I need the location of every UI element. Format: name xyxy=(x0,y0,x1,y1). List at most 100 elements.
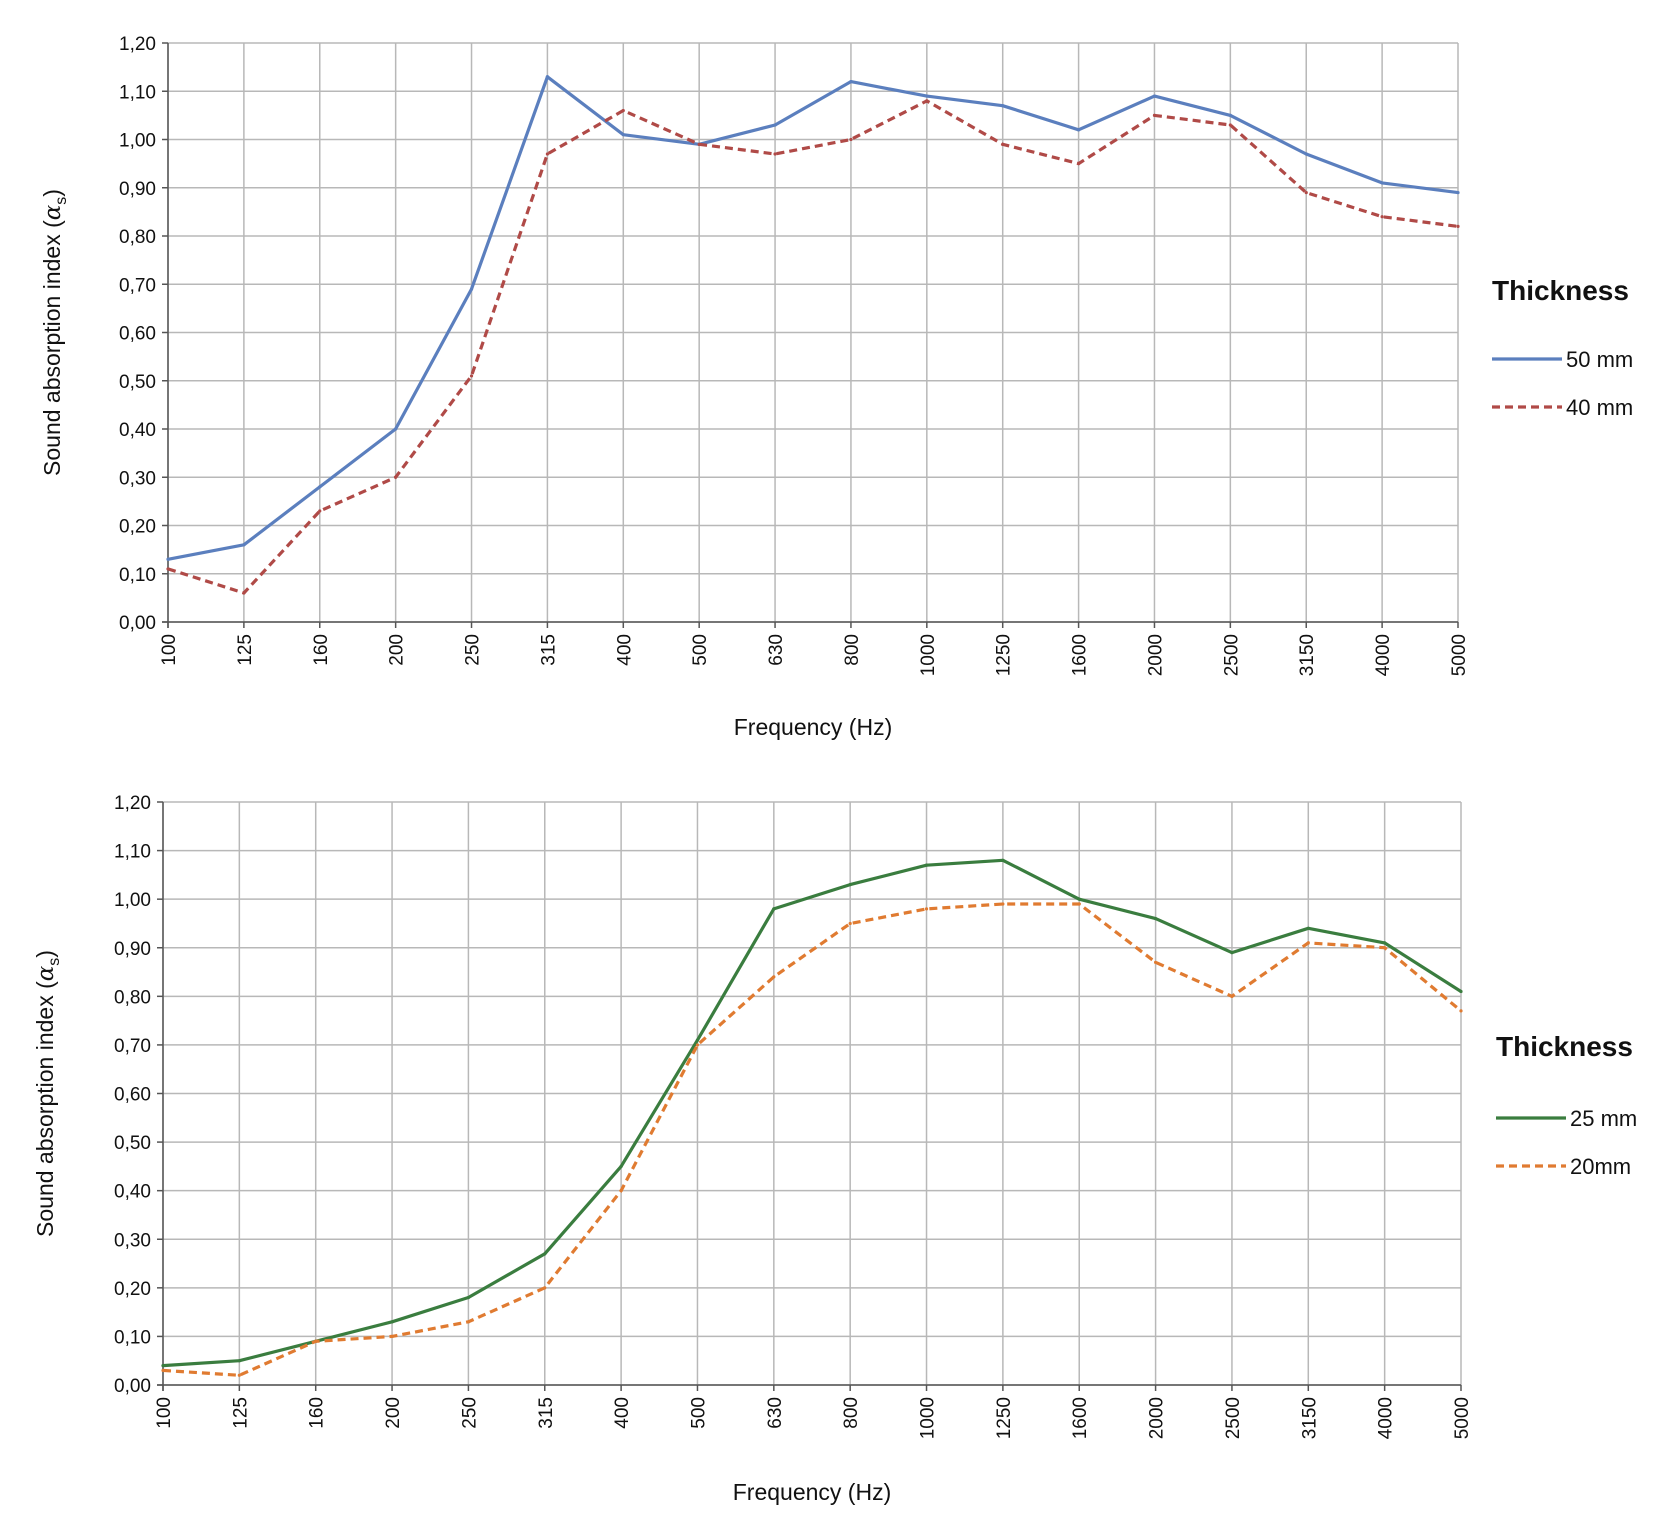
y-tick-label: 0,50 xyxy=(114,1133,151,1154)
series-line-2 xyxy=(167,99,1459,595)
data-point xyxy=(1001,104,1005,108)
data-point xyxy=(1228,113,1232,117)
x-tick-label: 800 xyxy=(842,634,863,666)
x-tick-label: 5000 xyxy=(1449,634,1470,676)
data-point xyxy=(695,1038,700,1042)
data-point xyxy=(1456,190,1460,195)
y-axis-title-alpha: α xyxy=(40,204,66,220)
data-point xyxy=(773,152,777,156)
y-tick-label: 1,20 xyxy=(114,793,151,814)
data-point xyxy=(1306,941,1310,945)
x-tick-label: 2500 xyxy=(1221,634,1242,676)
x-tick-label: 4000 xyxy=(1373,634,1394,676)
data-point xyxy=(469,374,474,378)
data-point xyxy=(619,1164,623,1168)
x-tick-label: 250 xyxy=(463,634,484,666)
x-tick-label: 2500 xyxy=(1223,1397,1244,1439)
data-point xyxy=(924,863,929,867)
y-tick-label: 0,90 xyxy=(114,939,151,960)
y-tick-label: 1,20 xyxy=(119,34,156,55)
data-point xyxy=(849,137,853,142)
data-point xyxy=(1152,113,1157,117)
legend-title: Thickness xyxy=(1496,1031,1633,1062)
y-tick-label: 0,10 xyxy=(114,1327,151,1348)
x-axis-title: Frequency (Hz) xyxy=(734,714,892,740)
data-point xyxy=(466,1320,471,1324)
y-tick-label: 0,90 xyxy=(119,179,156,200)
data-point xyxy=(1380,181,1384,185)
chart-top: 0,00 0,10 0,20 0,30 0,40 0,50 0,60 0,70 0,80 0,90… xyxy=(39,34,1633,740)
data-point xyxy=(1076,162,1081,166)
legend-label: 50 mm xyxy=(1566,347,1633,372)
x-tick-label: 4000 xyxy=(1376,1397,1397,1439)
data-point xyxy=(925,99,929,103)
series-line-1 xyxy=(167,75,1459,561)
x-tick-label: 3150 xyxy=(1299,1397,1320,1439)
data-point xyxy=(1001,142,1005,146)
data-point xyxy=(161,1368,165,1373)
y-axis-title-close: ) xyxy=(32,950,58,958)
y-tick-label: 0,20 xyxy=(114,1279,151,1300)
plot-grid xyxy=(162,801,1462,1386)
x-tick-label: 125 xyxy=(230,1397,251,1429)
y-tick-label: 0,40 xyxy=(119,420,156,441)
y-tick-label: 1,00 xyxy=(114,890,151,911)
data-point xyxy=(1459,989,1463,994)
data-point xyxy=(1076,128,1081,132)
y-axis-title: Sound absorption index (αs) xyxy=(39,189,70,476)
x-tick-label: 1000 xyxy=(918,634,939,676)
data-point xyxy=(773,123,777,127)
x-tick-label: 160 xyxy=(311,634,332,666)
data-point xyxy=(925,94,929,98)
data-point xyxy=(1001,902,1005,906)
data-point xyxy=(469,287,474,291)
data-point xyxy=(1153,960,1158,964)
legend-label: 20mm xyxy=(1570,1154,1631,1179)
y-tick-label: 0,60 xyxy=(119,324,156,345)
x-tick-label: 160 xyxy=(307,1397,328,1429)
y-tick-label: 0,80 xyxy=(119,227,156,248)
y-tick-label: 0,40 xyxy=(114,1182,151,1203)
data-point xyxy=(543,1286,547,1290)
data-point xyxy=(1228,123,1232,127)
x-tick-label: 250 xyxy=(459,1397,480,1429)
data-point xyxy=(1077,897,1081,901)
x-tick-label: 200 xyxy=(387,634,408,666)
data-point xyxy=(1304,152,1308,156)
series-line-2 xyxy=(162,902,1463,1377)
data-point xyxy=(697,142,701,146)
y-tick-label: 0,00 xyxy=(119,613,156,634)
legend-title: Thickness xyxy=(1492,275,1629,306)
x-tick-label: 200 xyxy=(383,1397,404,1429)
plot-grid xyxy=(167,42,1459,623)
x-tick-label: 100 xyxy=(154,1397,175,1429)
y-tick-label: 1,10 xyxy=(119,82,156,103)
y-axis-title: Sound absorption index (αs) xyxy=(32,950,63,1237)
data-point xyxy=(543,1252,547,1256)
x-tick-label: 630 xyxy=(765,1397,786,1429)
data-point xyxy=(318,485,322,489)
data-point xyxy=(314,1339,318,1343)
x-tick-label: 1600 xyxy=(1070,1397,1091,1439)
data-point xyxy=(390,1320,394,1324)
y-tick-label: 0,00 xyxy=(114,1376,151,1397)
data-point xyxy=(1306,926,1310,930)
data-point xyxy=(621,108,625,113)
y-tick-label: 0,70 xyxy=(119,275,156,296)
data-point xyxy=(390,1334,394,1339)
data-point xyxy=(237,1373,241,1377)
x-tick-label: 5000 xyxy=(1452,1397,1473,1439)
data-point xyxy=(166,567,170,571)
data-point xyxy=(394,475,398,479)
x-tick-label: 630 xyxy=(766,634,787,666)
data-point xyxy=(772,975,776,979)
x-tick-label: 400 xyxy=(612,1397,633,1429)
y-tick-label: 0,80 xyxy=(114,987,151,1008)
data-point xyxy=(1230,951,1234,955)
data-point xyxy=(1230,994,1234,998)
data-point xyxy=(848,882,852,887)
legend-label: 25 mm xyxy=(1570,1106,1637,1131)
y-axis-title-sub: s xyxy=(46,958,63,966)
y-axis-title-main: Sound absorption index ( xyxy=(32,981,58,1237)
data-point xyxy=(1152,94,1157,98)
